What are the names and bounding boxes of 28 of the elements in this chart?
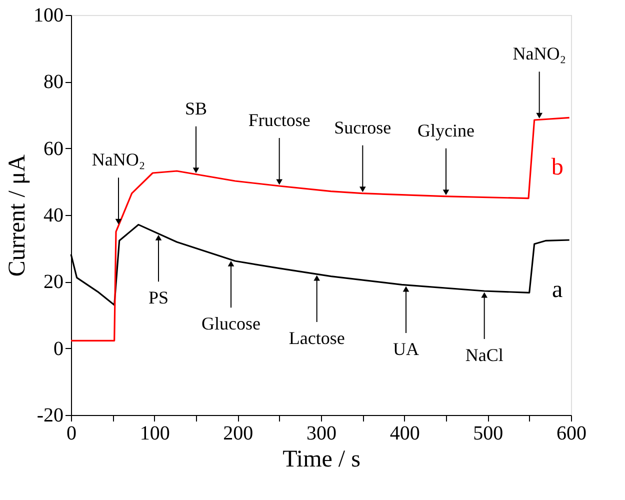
- x-tick-label: 400: [390, 422, 420, 444]
- y-axis-title: Current / μA: [4, 154, 30, 277]
- annotation: NaNO₂: [512, 44, 566, 64]
- y-tick-label: 0: [54, 338, 64, 360]
- annotation: PS: [148, 288, 169, 308]
- x-tick-label: 100: [140, 422, 170, 444]
- y-tick-label: 60: [44, 138, 64, 160]
- x-axis-title: Time / s: [282, 446, 360, 472]
- x-tick-label: 600: [556, 422, 586, 444]
- y-tick-label: 20: [44, 271, 64, 294]
- series-label: b: [551, 154, 564, 181]
- y-tick-label: -20: [36, 404, 64, 426]
- y-tick-label: 40: [44, 204, 64, 226]
- annotation: UA: [393, 339, 419, 359]
- series-label: a: [552, 277, 564, 303]
- annotation: Lactose: [288, 328, 345, 348]
- annotation: NaCl: [465, 345, 504, 365]
- annotation: Glycine: [418, 120, 474, 140]
- x-tick-label: 300: [306, 422, 336, 444]
- annotation: SB: [184, 98, 208, 118]
- x-tick-label: 200: [223, 422, 254, 444]
- annotation: Glucose: [202, 314, 260, 334]
- y-tick-label: 80: [44, 71, 64, 94]
- annotation: NaNO₂: [92, 150, 146, 170]
- y-tick-label: 100: [34, 4, 64, 26]
- x-tick-label: 500: [473, 422, 504, 444]
- annotation: Sucrose: [334, 117, 392, 138]
- annotation: Fructose: [248, 110, 310, 130]
